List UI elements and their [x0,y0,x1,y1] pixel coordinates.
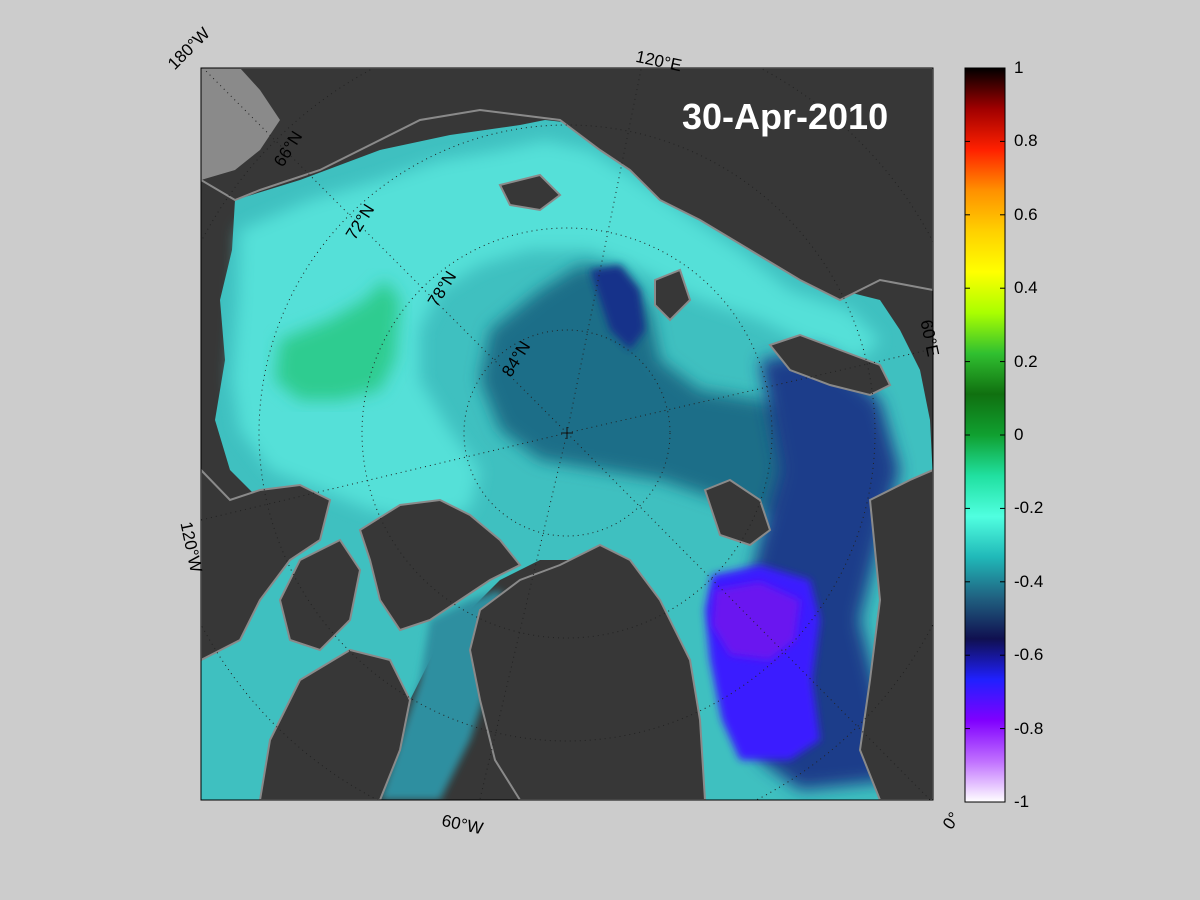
ocean-field [201,120,933,800]
scandinavia [858,468,933,800]
severnaya-zemlya [654,268,692,322]
colorbar [964,67,1006,803]
latitude-circle-78n [361,227,773,639]
svalbard [703,478,772,547]
meridian-line [566,432,931,800]
greenland [468,543,707,800]
ellesmere-island [358,498,522,632]
colorbar-tick-label: 0 [1014,425,1024,444]
colorbar-gradient [965,68,1005,802]
map-frame [200,67,934,801]
map-panel [201,68,933,800]
siberia-coast [201,68,933,302]
colorbar-tick-label: 0.4 [1014,278,1038,298]
meridian-line [566,348,933,434]
central-basin-dark [480,265,870,520]
colorbar-tick-label: -0.4 [1014,571,1044,591]
colorbar-tick-label: 0.8 [1014,131,1038,151]
date-label: 30-Apr-2010 [682,96,889,137]
colorbar-tick-label: -0.6 [1014,645,1044,665]
colorbar-tick-label: 1 [1014,58,1024,77]
meridian-line [202,68,568,434]
latitude-circle-72n [258,124,876,742]
colorbar-tick-label: 0.2 [1014,351,1038,371]
meridian-line [566,68,642,434]
canadian-archipelago-mid [278,538,362,652]
baffin-island [258,648,412,800]
alaska [201,68,280,180]
new-siberian-islands [498,173,562,212]
deep-blue-streak [590,265,645,350]
graticule [201,68,933,800]
colorbar-tick-label: -0.2 [1014,498,1044,518]
latitude-circle-84n [463,329,671,537]
colorbar-ticks [965,67,1005,803]
shelf-light-band [232,140,880,520]
colorbar-tick-label: -1 [1014,792,1030,811]
north-pole-marker [561,427,573,439]
canadian-archipelago-west [201,468,332,662]
land-masses [201,68,933,800]
colorbar-tick-label: 0.6 [1014,204,1038,224]
anomaly-positive-patch [275,280,400,400]
anomaly-negative-core [712,582,800,660]
novaya-zemlya [768,333,892,397]
colorbar-tick-label: -0.8 [1014,718,1044,738]
